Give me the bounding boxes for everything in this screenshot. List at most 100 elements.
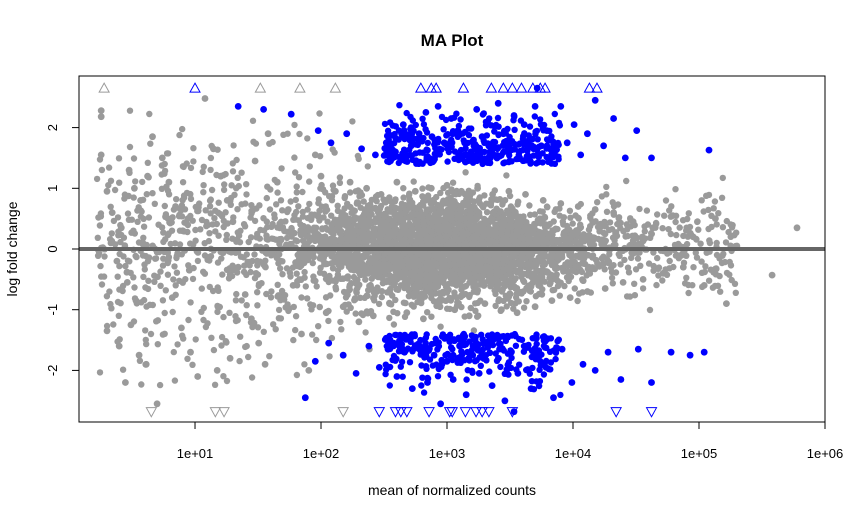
gene-point xyxy=(392,196,399,203)
gene-point xyxy=(161,170,168,177)
significant-gene-point xyxy=(419,374,426,381)
gene-point xyxy=(344,237,351,244)
gene-point xyxy=(523,298,530,305)
gene-point xyxy=(260,227,268,234)
gene-point xyxy=(316,110,323,117)
gene-point xyxy=(354,152,362,160)
gene-point xyxy=(263,250,270,257)
gene-point xyxy=(694,218,701,225)
gene-point xyxy=(550,218,557,225)
significant-gene-point xyxy=(464,367,471,374)
gene-point xyxy=(131,230,138,237)
gene-point xyxy=(358,253,366,260)
gene-point xyxy=(610,262,617,269)
gene-point xyxy=(226,309,233,316)
gene-point xyxy=(130,155,138,162)
gene-point xyxy=(370,289,377,296)
gene-point xyxy=(288,240,295,248)
gene-point xyxy=(544,204,551,211)
significant-gene-point xyxy=(430,157,437,164)
gene-point xyxy=(179,179,187,186)
gene-point xyxy=(324,218,331,225)
significant-gene-point xyxy=(511,126,518,133)
gene-point xyxy=(370,294,377,302)
significant-gene-point xyxy=(542,338,549,345)
gene-point xyxy=(365,287,372,294)
gene-point xyxy=(378,293,385,301)
gene-point xyxy=(161,309,168,317)
gene-point xyxy=(530,230,538,237)
gene-point xyxy=(174,341,181,348)
significant-gene-point xyxy=(512,342,520,349)
gene-point xyxy=(293,183,300,190)
gene-point xyxy=(685,289,692,297)
gene-point xyxy=(152,255,160,262)
gene-point xyxy=(277,265,284,272)
gene-point xyxy=(465,187,472,194)
significant-gene-point xyxy=(407,113,414,121)
gene-point xyxy=(180,192,188,199)
gene-point xyxy=(117,238,124,246)
gene-point xyxy=(392,216,399,223)
gene-point xyxy=(187,299,194,306)
gene-point xyxy=(550,252,557,260)
gene-point xyxy=(126,107,134,114)
gene-point xyxy=(371,225,378,232)
gene-point xyxy=(492,240,499,247)
gene-point xyxy=(392,268,399,275)
gene-point xyxy=(410,178,417,185)
gene-point xyxy=(175,213,183,220)
gene-point xyxy=(134,218,141,225)
significant-gene-point xyxy=(418,382,425,389)
significant-gene-point xyxy=(491,128,498,135)
gene-point xyxy=(309,331,316,338)
gene-point xyxy=(192,237,199,244)
gene-point xyxy=(331,149,338,156)
gene-point xyxy=(223,339,230,346)
gene-point xyxy=(526,223,533,231)
significant-gene-point xyxy=(477,362,484,369)
gene-point xyxy=(683,240,691,248)
gene-point xyxy=(556,212,563,219)
gene-point xyxy=(319,256,326,263)
gene-point xyxy=(631,232,639,239)
significant-gene-point xyxy=(419,149,426,156)
gene-point xyxy=(463,252,470,259)
gene-point xyxy=(293,189,300,196)
gene-point xyxy=(553,237,560,244)
gene-point xyxy=(665,226,672,233)
significant-gene-point xyxy=(408,130,416,137)
gene-point xyxy=(449,237,456,245)
gene-point xyxy=(664,250,671,257)
gene-point xyxy=(603,191,610,198)
gene-point xyxy=(486,240,493,247)
gene-point xyxy=(334,202,341,209)
significant-gene-point xyxy=(446,352,454,359)
significant-gene-point xyxy=(533,160,540,167)
gene-point xyxy=(506,211,513,219)
gene-point xyxy=(502,280,509,288)
gene-point xyxy=(105,164,113,171)
gene-point xyxy=(500,236,507,243)
gene-point xyxy=(721,258,729,266)
gene-point xyxy=(163,150,171,157)
gene-point xyxy=(173,196,180,203)
gene-point xyxy=(603,208,611,215)
gene-point xyxy=(569,220,576,227)
gene-point xyxy=(507,299,515,307)
gene-point xyxy=(115,312,123,319)
gene-point xyxy=(301,361,308,368)
significant-gene-point xyxy=(420,121,428,128)
gene-point xyxy=(471,280,478,287)
significant-gene-point xyxy=(468,125,475,132)
gene-point xyxy=(428,313,435,320)
gene-point xyxy=(207,166,214,174)
significant-gene-point xyxy=(440,126,447,133)
gene-point xyxy=(464,230,471,237)
gene-point xyxy=(348,280,355,287)
gene-point xyxy=(708,223,715,231)
gene-point xyxy=(469,224,477,231)
gene-point xyxy=(136,357,144,364)
gene-point xyxy=(472,300,479,307)
gene-point xyxy=(206,230,213,237)
